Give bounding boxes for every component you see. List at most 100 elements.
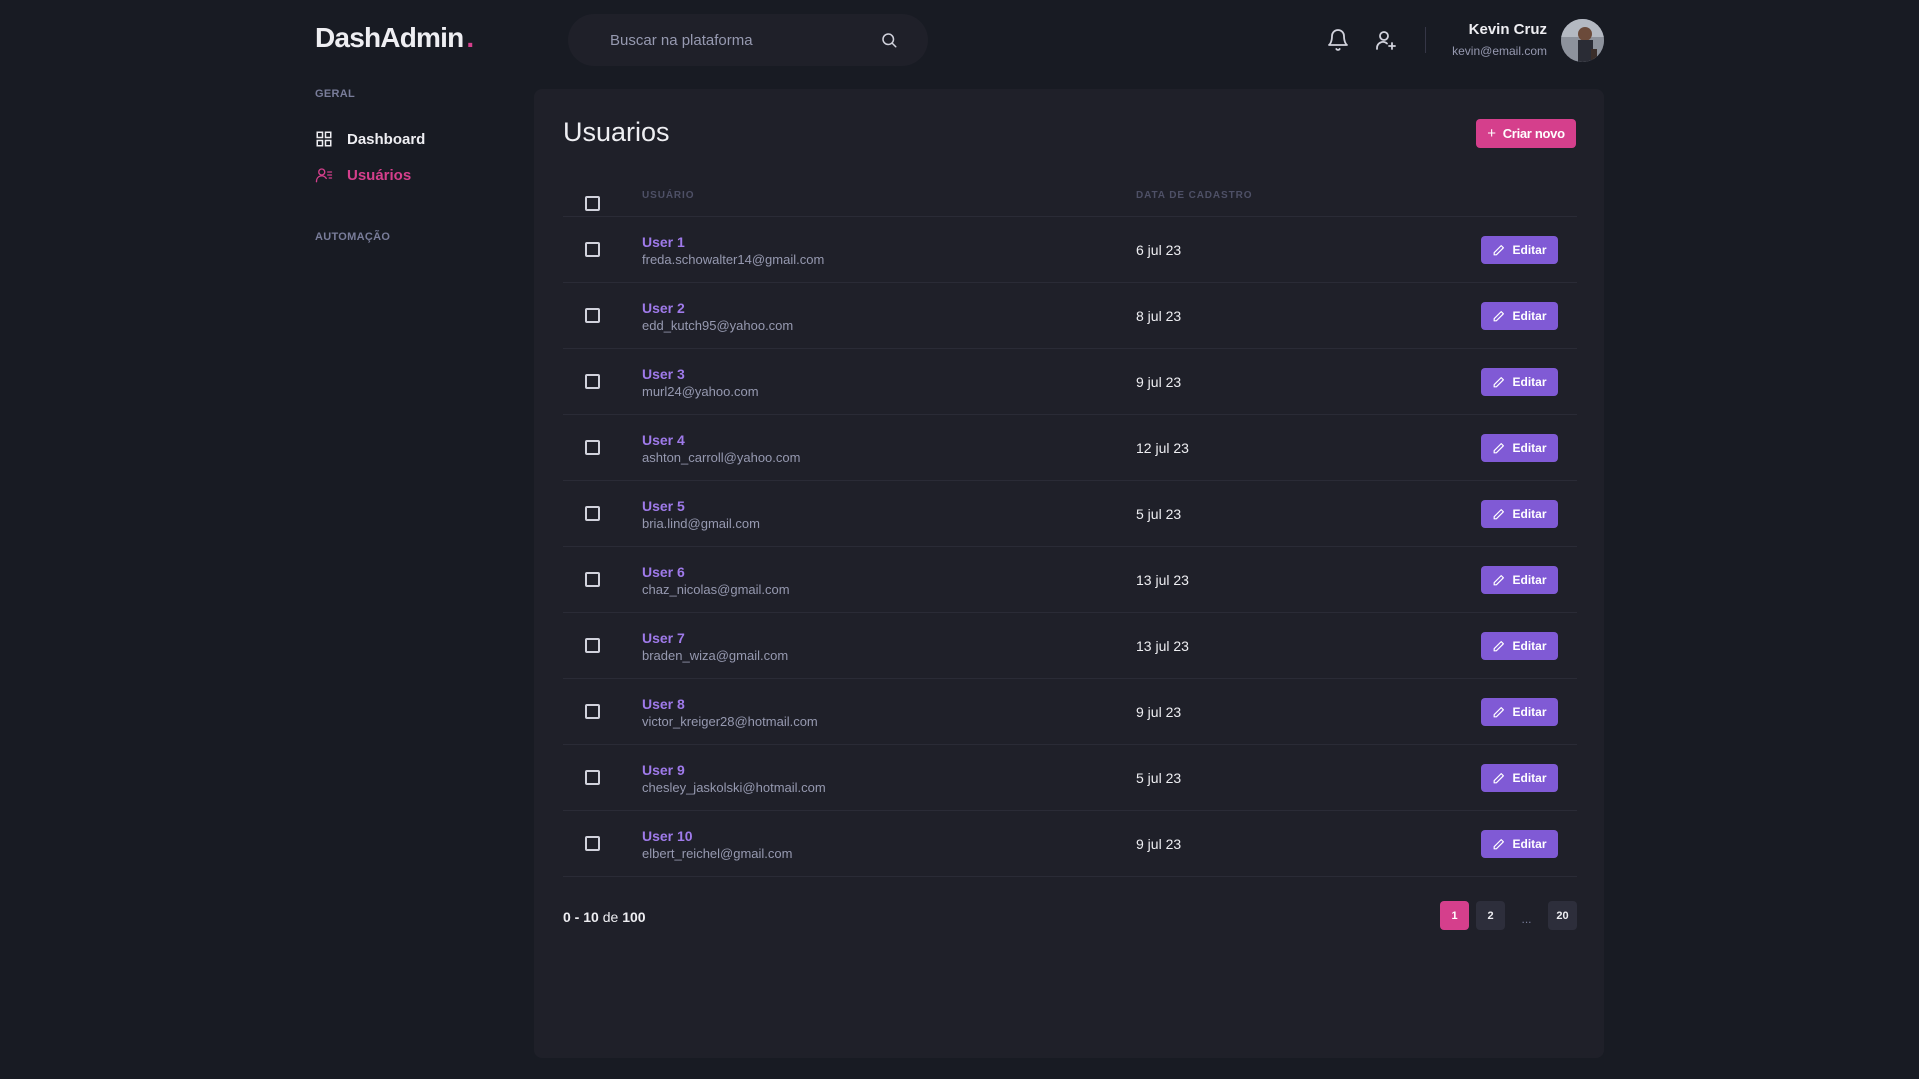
user-name-link[interactable]: User 8 xyxy=(642,696,685,712)
notification-bell-icon[interactable] xyxy=(1326,28,1350,52)
page-title: Usuarios xyxy=(563,117,670,147)
registration-date: 13 jul 23 xyxy=(1136,572,1189,588)
pencil-icon xyxy=(1494,310,1505,321)
logo-text: DashAdmin xyxy=(315,22,464,53)
row-checkbox[interactable] xyxy=(585,374,600,389)
registration-date: 8 jul 23 xyxy=(1136,308,1182,324)
pencil-icon xyxy=(1494,376,1505,387)
table-row: User 8 victor_kreiger28@hotmail.com 9 jul … xyxy=(563,679,1577,745)
user-email: elbert_reichel@gmail.com xyxy=(642,846,793,861)
registration-date: 6 jul 23 xyxy=(1136,242,1182,258)
dashboard-grid-icon xyxy=(316,131,332,147)
search-input[interactable] xyxy=(610,31,880,49)
users-table: USUÁRIO DATA DE CADASTRO User 1 freda.sch… xyxy=(563,178,1577,877)
sidebar: GERAL Dashboard Usuários AUTOMAÇÃO xyxy=(315,88,515,243)
avatar[interactable] xyxy=(1561,19,1604,62)
edit-button[interactable]: Editar xyxy=(1481,434,1558,462)
search-icon[interactable] xyxy=(880,31,898,49)
user-name-link[interactable]: User 6 xyxy=(642,564,685,580)
edit-button[interactable]: Editar xyxy=(1481,764,1558,792)
user-email: victor_kreiger28@hotmail.com xyxy=(642,714,818,729)
pencil-icon xyxy=(1494,838,1505,849)
sidebar-section-general: GERAL xyxy=(315,88,355,100)
table-row: User 1 freda.schowalter14@gmail.com 6 jul … xyxy=(563,217,1577,283)
range-end: 10 xyxy=(583,909,599,925)
row-checkbox[interactable] xyxy=(585,572,600,587)
add-user-icon[interactable] xyxy=(1374,28,1398,52)
pencil-icon xyxy=(1494,574,1505,585)
edit-button[interactable]: Editar xyxy=(1481,302,1558,330)
user-email: freda.schowalter14@gmail.com xyxy=(642,252,825,267)
pagination-summary: 0 - 10 de 100 xyxy=(563,909,646,925)
edit-label: Editar xyxy=(1512,837,1547,851)
pencil-icon xyxy=(1494,508,1505,519)
sidebar-section-automation: AUTOMAÇÃO xyxy=(315,231,391,243)
table-row: User 9 chesley_jaskolski@hotmail.com 5 jul… xyxy=(563,745,1577,811)
edit-label: Editar xyxy=(1512,507,1547,521)
user-name-link[interactable]: User 7 xyxy=(642,630,685,646)
user-name-link[interactable]: User 9 xyxy=(642,762,685,778)
edit-button[interactable]: Editar xyxy=(1481,830,1558,858)
create-new-label: Criar novo xyxy=(1502,126,1565,141)
edit-label: Editar xyxy=(1512,441,1547,455)
app-logo[interactable]: DashAdmin. xyxy=(315,22,474,54)
user-name-link[interactable]: User 3 xyxy=(642,366,685,382)
row-checkbox[interactable] xyxy=(585,506,600,521)
pagination: 1 2 ... 20 xyxy=(1433,901,1577,930)
edit-label: Editar xyxy=(1512,705,1547,719)
table-row: User 6 chaz_nicolas@gmail.com 13 jul 23 Edi… xyxy=(563,547,1577,613)
user-email: ashton_carroll@yahoo.com xyxy=(642,450,801,465)
profile-info: Kevin Cruz kevin@email.com xyxy=(1452,21,1547,58)
registration-date: 13 jul 23 xyxy=(1136,638,1189,654)
row-checkbox[interactable] xyxy=(585,242,600,257)
sidebar-item-dashboard[interactable]: Dashboard xyxy=(315,129,515,149)
edit-button[interactable]: Editar xyxy=(1481,236,1558,264)
user-name-link[interactable]: User 5 xyxy=(642,498,685,514)
page-button-2[interactable]: 2 xyxy=(1476,901,1505,930)
row-checkbox[interactable] xyxy=(585,770,600,785)
profile-name: Kevin Cruz xyxy=(1468,21,1547,38)
table-row: User 3 murl24@yahoo.com 9 jul 23 Editar xyxy=(563,349,1577,415)
pencil-icon xyxy=(1494,244,1505,255)
page-button-last[interactable]: 20 xyxy=(1548,901,1577,930)
sidebar-item-usuarios[interactable]: Usuários xyxy=(315,165,515,185)
pencil-icon xyxy=(1494,772,1505,783)
total-count: 100 xyxy=(622,909,646,925)
user-email: bria.lind@gmail.com xyxy=(642,516,760,531)
table-row: User 7 braden_wiza@gmail.com 13 jul 23 Edit… xyxy=(563,613,1577,679)
edit-button[interactable]: Editar xyxy=(1481,500,1558,528)
row-checkbox[interactable] xyxy=(585,704,600,719)
row-checkbox[interactable] xyxy=(585,638,600,653)
row-checkbox[interactable] xyxy=(585,836,600,851)
edit-button[interactable]: Editar xyxy=(1481,368,1558,396)
column-header-date: DATA DE CADASTRO xyxy=(1136,190,1253,201)
user-name-link[interactable]: User 10 xyxy=(642,828,693,844)
edit-label: Editar xyxy=(1512,771,1547,785)
table-row: User 10 elbert_reichel@gmail.com 9 jul 23 E… xyxy=(563,811,1577,877)
row-checkbox[interactable] xyxy=(585,440,600,455)
edit-button[interactable]: Editar xyxy=(1481,698,1558,726)
sidebar-item-label: Usuários xyxy=(347,166,412,184)
header-divider xyxy=(1425,27,1426,53)
user-name-link[interactable]: User 4 xyxy=(642,432,685,448)
user-name-link[interactable]: User 2 xyxy=(642,300,685,316)
logo-dot: . xyxy=(466,22,474,53)
edit-button[interactable]: Editar xyxy=(1481,632,1558,660)
select-all-checkbox[interactable] xyxy=(585,196,600,211)
edit-label: Editar xyxy=(1512,309,1547,323)
user-email: braden_wiza@gmail.com xyxy=(642,648,789,663)
sidebar-item-label: Dashboard xyxy=(347,130,426,148)
header-actions xyxy=(1326,28,1398,52)
edit-button[interactable]: Editar xyxy=(1481,566,1558,594)
registration-date: 12 jul 23 xyxy=(1136,440,1189,456)
create-new-button[interactable]: + Criar novo xyxy=(1476,119,1576,148)
row-checkbox[interactable] xyxy=(585,308,600,323)
column-header-user: USUÁRIO xyxy=(642,190,695,201)
user-name-link[interactable]: User 1 xyxy=(642,234,685,250)
profile-email: kevin@email.com xyxy=(1452,44,1547,58)
registration-date: 9 jul 23 xyxy=(1136,836,1182,852)
page-button-1[interactable]: 1 xyxy=(1440,901,1469,930)
pagination-ellipsis: ... xyxy=(1521,911,1532,926)
table-row: User 5 bria.lind@gmail.com 5 jul 23 Editar xyxy=(563,481,1577,547)
